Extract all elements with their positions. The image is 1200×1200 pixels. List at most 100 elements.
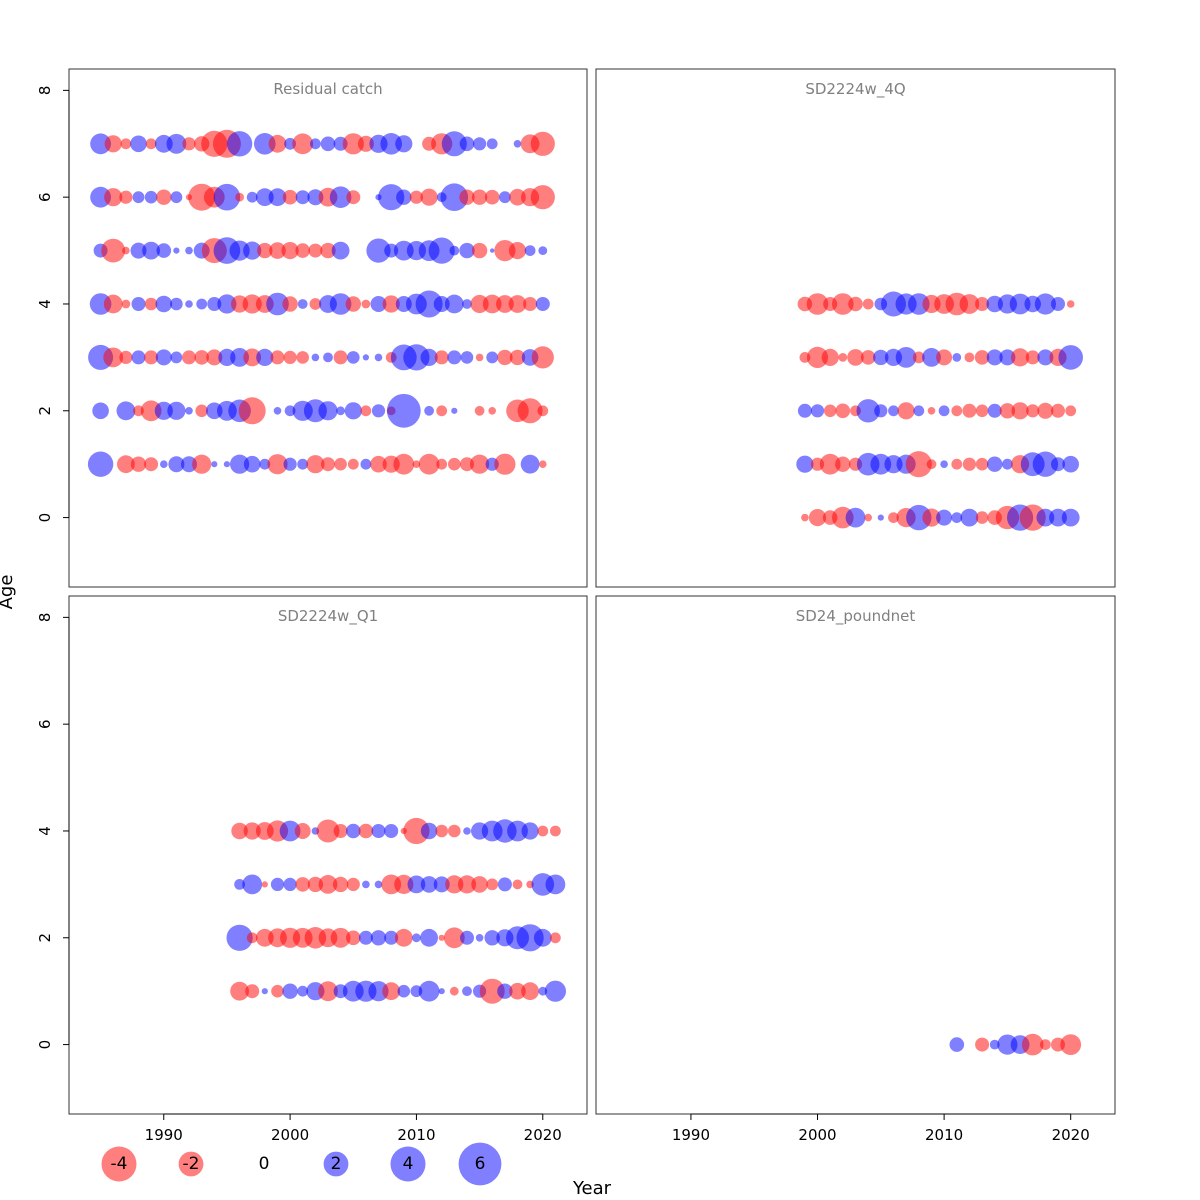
bubble-point: [296, 351, 310, 364]
bubble-point: [282, 296, 298, 312]
bubble-point: [334, 457, 347, 471]
bubble-point: [513, 140, 522, 148]
bubble-point: [874, 404, 888, 418]
bubble-point: [255, 188, 274, 207]
y-tick-label: 4: [36, 826, 54, 836]
bubble-point: [1066, 300, 1075, 308]
bubble-point: [211, 461, 218, 468]
bubble-point: [182, 350, 196, 365]
bubble-point: [999, 349, 1016, 366]
bubble-point: [144, 297, 158, 311]
bubble-point: [259, 458, 271, 470]
bubble-point: [122, 246, 130, 255]
y-tick-label: 6: [36, 192, 54, 202]
bubble-point: [516, 924, 544, 952]
bubble-point: [897, 402, 915, 420]
bubble-point: [396, 189, 412, 205]
y-tick-label: 4: [36, 299, 54, 309]
bubble-point: [539, 460, 547, 469]
bubble-point: [170, 191, 183, 204]
bubble-point: [459, 189, 475, 205]
bubble-point: [512, 879, 523, 890]
bubble-point: [806, 346, 829, 368]
bubble-point: [975, 1037, 990, 1052]
legend-label: 4: [403, 1154, 414, 1174]
bubble-point: [420, 348, 438, 366]
bubble-point: [1026, 404, 1040, 418]
bubble-point: [256, 348, 274, 366]
bubble-point: [447, 350, 462, 365]
bubble-point: [144, 190, 158, 204]
bubble-point: [418, 980, 440, 1002]
bubble-point: [1032, 451, 1059, 477]
panels-layer: Residual catch SD2224w_4Q SD2224w_Q1 SD24_p…: [68, 68, 1116, 1115]
bubble-point: [130, 242, 147, 259]
bubble-point: [268, 134, 287, 153]
bubble-point: [482, 294, 502, 314]
bubble-point: [471, 189, 488, 205]
bubble-point: [550, 932, 561, 944]
legend-label: 6: [475, 1154, 486, 1174]
bubble-point: [438, 934, 445, 941]
bubble-point: [346, 190, 361, 205]
bubble-point: [386, 393, 421, 428]
bubble-point: [530, 185, 555, 210]
bubble-point: [444, 294, 464, 314]
bubble-point: [362, 354, 369, 361]
bubble-point: [810, 404, 825, 418]
bubble-point: [520, 454, 540, 474]
bubble-point: [394, 874, 414, 895]
bubble-point: [230, 454, 250, 474]
y-tick-label: 2: [36, 933, 54, 943]
bubble-point: [308, 243, 323, 258]
bubble-point: [323, 352, 333, 363]
legend-bubble: [390, 1146, 426, 1182]
bubble-point: [103, 347, 124, 368]
bubble-point: [226, 131, 253, 157]
bubble-point: [394, 928, 413, 947]
bubble-point: [257, 242, 273, 259]
bubble-point: [238, 397, 266, 425]
bubble-point: [170, 297, 183, 311]
bubble-point: [307, 876, 324, 893]
bubble-point: [533, 928, 552, 947]
bubble-point: [445, 875, 464, 894]
bubble-point: [116, 401, 136, 421]
bubble-point: [808, 508, 827, 527]
bubble-point: [433, 296, 450, 312]
bubble-point: [253, 133, 276, 155]
bubble-point: [321, 457, 335, 472]
bubble-point: [509, 188, 526, 206]
bubble-point: [273, 407, 282, 415]
bubble-point: [440, 183, 469, 211]
bubble-point: [269, 242, 286, 259]
bubble-point: [358, 930, 373, 945]
bubble-point: [1009, 293, 1031, 315]
legend-item: 4: [390, 1146, 426, 1182]
bubble-point: [986, 349, 1003, 366]
bubble-point: [362, 880, 370, 889]
bubble-point: [460, 930, 474, 945]
bubble-point: [370, 930, 387, 946]
bubble-point: [459, 136, 475, 152]
bubble-point: [306, 455, 325, 474]
bubble-group: [796, 291, 1083, 531]
panel: SD2224w_Q1: [68, 595, 588, 1115]
bubble-point: [912, 351, 925, 364]
bubble-point: [497, 983, 513, 999]
bubble-point: [320, 136, 336, 152]
bubble-point: [246, 191, 258, 203]
bubble-point: [168, 456, 185, 473]
bubble-group: [949, 1033, 1082, 1056]
bubble-point: [333, 824, 348, 838]
bubble-point: [823, 404, 837, 418]
x-tick-label: 2010: [397, 1126, 435, 1144]
bubble-point: [475, 934, 484, 942]
bubble-point: [462, 986, 472, 997]
bubble-point: [155, 349, 172, 366]
bubble-point: [951, 405, 963, 417]
bubble-point: [130, 456, 147, 472]
bubble-point: [371, 824, 386, 838]
bubble-point: [104, 188, 123, 207]
bubble-point: [403, 344, 430, 371]
